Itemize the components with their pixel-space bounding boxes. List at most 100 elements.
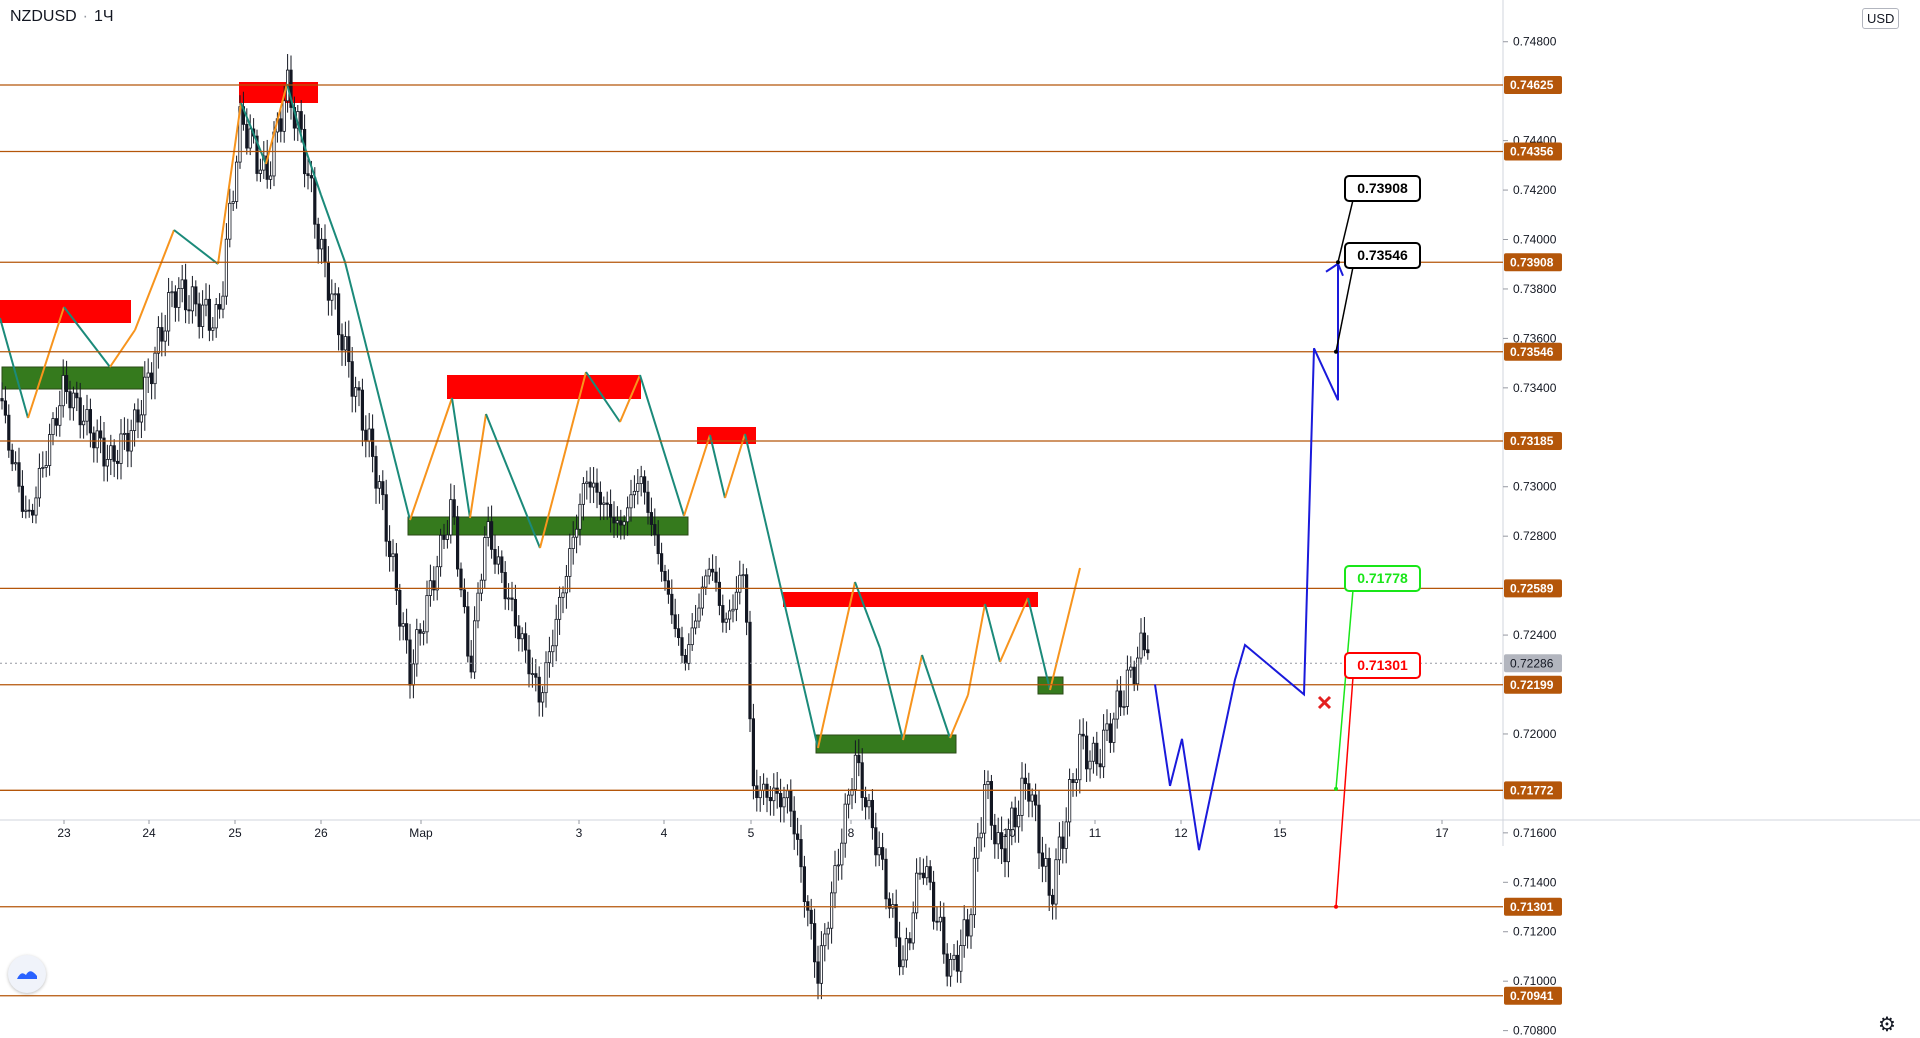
candle-body — [51, 418, 55, 435]
candle-body — [71, 392, 75, 409]
candle-body — [1142, 632, 1146, 651]
x-tick-label: 25 — [228, 826, 242, 840]
callout-label: 0.73908 — [1357, 180, 1408, 196]
candle-body — [1013, 807, 1017, 828]
candle-body — [224, 238, 228, 297]
callout-anchor — [1334, 349, 1338, 354]
wave-down-segment — [451, 397, 471, 519]
x-tick-label: 4 — [661, 826, 668, 840]
callout-anchor — [1336, 260, 1340, 265]
candle-body — [153, 352, 157, 385]
wave-down-segment — [854, 581, 881, 649]
settings-gear-icon[interactable]: ⚙ — [1878, 1014, 1896, 1036]
candle-body — [921, 872, 926, 879]
callout-box — [1344, 565, 1421, 592]
candle-body — [1023, 777, 1027, 785]
level-price-tag — [1504, 579, 1562, 598]
level-price-tag — [1504, 432, 1562, 450]
level-price-tag — [1504, 142, 1562, 161]
callout-label: 0.71301 — [1357, 657, 1408, 673]
candle-body — [173, 291, 177, 308]
x-tick-label: 5 — [748, 826, 755, 840]
candle-body — [466, 606, 470, 657]
candle-body — [966, 919, 970, 937]
candle-body — [316, 223, 320, 250]
candle-body — [918, 872, 922, 875]
wave-up-segment — [949, 694, 969, 739]
candle-body — [935, 920, 939, 923]
candle-body — [1034, 794, 1038, 806]
candle-body — [41, 467, 45, 469]
wave-down-segment — [344, 261, 411, 521]
candle-body — [755, 785, 759, 799]
candle-body — [571, 536, 575, 550]
demand-zone — [815, 734, 957, 754]
candle-body — [949, 959, 953, 977]
candle-body — [932, 881, 936, 922]
currency-button[interactable]: USD — [1862, 8, 1900, 29]
candle-body — [95, 430, 99, 449]
symbol-header[interactable]: NZDUSD · 1Ч — [10, 8, 114, 25]
candle-body — [455, 516, 460, 570]
candle-body — [806, 901, 810, 911]
candle-body — [1000, 832, 1004, 850]
y-tick-label: 0.72400 — [1513, 628, 1557, 642]
candle-body — [711, 568, 715, 573]
candle-body — [564, 575, 569, 594]
candle-body — [489, 521, 494, 550]
candle-body — [578, 503, 582, 530]
y-tick-label: 0.71400 — [1513, 875, 1557, 889]
x-tick-label: 17 — [1435, 826, 1449, 840]
candle-body — [748, 621, 752, 720]
candle-body — [323, 238, 327, 263]
x-tick-label: 23 — [57, 826, 71, 840]
wave-up-segment — [999, 597, 1029, 663]
candle-body — [472, 620, 477, 673]
candle-body — [592, 482, 596, 488]
candle-body — [758, 790, 762, 799]
tradingview-logo-icon[interactable] — [8, 955, 46, 993]
wave-down-segment — [984, 603, 1001, 663]
candle-body — [554, 618, 558, 647]
y-tick-label: 0.70800 — [1513, 1024, 1557, 1038]
callout-anchor — [1334, 786, 1338, 791]
wave-up-segment — [724, 433, 746, 499]
candle-body — [180, 279, 184, 289]
level-price-label: 0.74625 — [1510, 78, 1554, 92]
candle-body — [782, 797, 786, 808]
wave-up-segment — [902, 654, 923, 741]
candle-body — [149, 372, 154, 385]
candle-body — [442, 534, 446, 540]
candle-body — [54, 418, 59, 426]
candle-body — [595, 482, 599, 493]
candle-body — [646, 491, 650, 513]
candle-body — [1017, 815, 1021, 828]
candle-body — [1095, 742, 1099, 765]
candle-body — [99, 430, 103, 439]
candle-body — [1078, 733, 1082, 781]
candle-body — [955, 954, 960, 972]
y-tick-label: 0.71200 — [1513, 925, 1557, 939]
candle-body — [717, 581, 722, 606]
candle-body — [326, 261, 331, 301]
candle-body — [398, 590, 402, 627]
candle-body — [112, 445, 116, 462]
callout-pointer — [1335, 676, 1354, 907]
candle-body — [874, 827, 878, 856]
wave-down-segment — [286, 83, 303, 140]
callout-box — [1344, 175, 1421, 202]
candle-body — [1125, 669, 1129, 707]
candle-body — [632, 490, 637, 496]
candle-body — [245, 123, 249, 149]
candle-body — [116, 460, 120, 464]
candle-body — [809, 909, 813, 924]
wave-down-segment — [301, 138, 322, 196]
x-tick-label: Мар — [409, 826, 433, 840]
candle-body — [1115, 690, 1119, 720]
y-tick-label: 0.71000 — [1513, 974, 1557, 988]
candle-body — [364, 429, 368, 442]
candle-body — [37, 467, 42, 499]
candle-body — [551, 645, 555, 653]
candle-body — [568, 548, 572, 577]
